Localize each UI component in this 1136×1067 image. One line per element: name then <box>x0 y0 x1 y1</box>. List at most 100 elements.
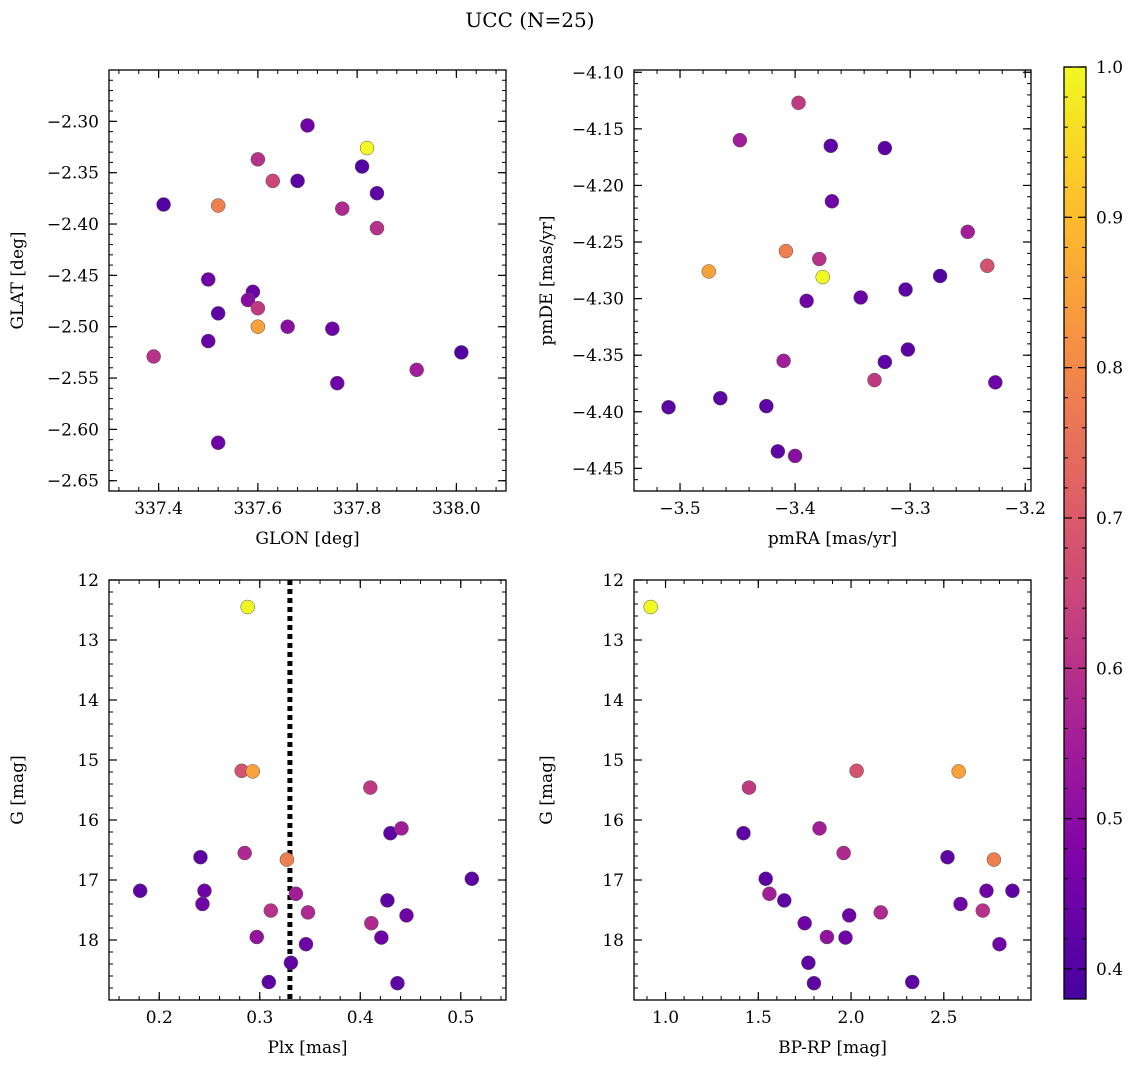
data-point <box>210 306 226 321</box>
data-point <box>369 220 385 236</box>
data-point <box>394 821 409 836</box>
y-tick-label: −2.45 <box>47 266 99 286</box>
data-point <box>298 936 314 952</box>
data-point <box>245 764 260 779</box>
x-tick-label: 0.3 <box>246 1008 273 1028</box>
y-axis-label: G [mag] <box>537 755 557 824</box>
x-tick-label: 0.4 <box>347 1008 374 1028</box>
data-point <box>250 152 266 167</box>
colorbar-tick-label: 0.8 <box>1096 359 1123 379</box>
data-point <box>776 353 791 369</box>
axes-frame <box>108 69 507 492</box>
y-tick-label: −4.35 <box>572 346 624 366</box>
x-tick-label: 1.5 <box>745 1008 772 1028</box>
data-point <box>992 936 1007 952</box>
data-point <box>787 448 803 464</box>
y-tick-label: 16 <box>77 811 99 831</box>
data-point <box>643 599 658 615</box>
colorbar-gradient <box>1063 66 1087 1000</box>
data-point <box>932 268 948 284</box>
data-point <box>374 930 389 945</box>
y-tick-label: 17 <box>77 871 99 891</box>
y-axis-label: GLAT [deg] <box>8 231 28 329</box>
y-tick-label: 13 <box>77 631 99 651</box>
data-point <box>877 354 893 370</box>
axes-frame <box>108 579 507 1001</box>
y-tick-label: 12 <box>77 571 99 591</box>
data-point <box>261 974 277 990</box>
data-point <box>797 915 812 931</box>
data-point <box>330 375 345 391</box>
data-point <box>905 974 920 990</box>
x-tick-label: −3.5 <box>659 499 700 519</box>
data-point <box>279 852 295 867</box>
data-point <box>210 198 226 213</box>
y-tick-label: 16 <box>602 811 624 831</box>
colorbar-tick-label: 0.4 <box>1096 960 1123 980</box>
data-point <box>359 140 375 156</box>
data-point <box>399 908 414 923</box>
data-point <box>778 243 794 259</box>
data-point <box>815 269 830 285</box>
x-tick-label: 338.0 <box>432 499 481 519</box>
x-tick-label: 337.4 <box>134 499 183 519</box>
colorbar-tick-label: 0.5 <box>1096 810 1123 830</box>
panel-2: −3.5 −3.4 −3.3 −3.2 −4.10 −4.15 −4.20 −4.25 −4.3… <box>537 63 1046 549</box>
data-point <box>464 871 480 887</box>
data-point <box>777 893 792 908</box>
data-point <box>300 905 316 920</box>
x-axis-label: BP-RP [mag] <box>778 1038 887 1058</box>
data-point <box>193 849 208 865</box>
data-point <box>953 896 968 912</box>
y-tick-label: −2.40 <box>47 215 99 235</box>
colorbar: 0.4 0.5 0.6 0.7 0.8 0.9 1.0 <box>1063 58 1123 1000</box>
colorbar-tick-label: 1.0 <box>1096 58 1123 78</box>
data-point <box>841 908 857 923</box>
data-point <box>951 764 966 779</box>
y-tick-label: −2.30 <box>47 112 99 132</box>
y-tick-label: 13 <box>602 631 624 651</box>
data-point <box>146 349 161 364</box>
data-point <box>249 929 264 945</box>
y-axis-label: G [mag] <box>8 755 28 824</box>
colorbar-tick-label: 0.6 <box>1096 659 1123 679</box>
data-point <box>736 825 751 841</box>
panel-1: 337.4 337.6 337.8 338.0 −2.30 −2.35 −2.40 −2.45… <box>8 69 507 549</box>
data-point <box>823 138 839 154</box>
data-point <box>364 915 379 931</box>
data-point <box>980 258 995 274</box>
data-point <box>791 95 806 111</box>
data-point <box>975 903 991 918</box>
data-point <box>759 398 774 414</box>
data-point <box>836 845 851 861</box>
data-point <box>701 264 717 279</box>
data-point <box>819 929 835 945</box>
y-tick-label: 12 <box>602 571 624 591</box>
colorbar-tick-label: 0.7 <box>1096 509 1123 529</box>
data-point <box>454 345 469 360</box>
data-point <box>240 292 256 308</box>
y-axis-label: pmDE [mas/yr] <box>537 215 557 345</box>
plots-area: 337.4 337.6 337.8 338.0 −2.30 −2.35 −2.40 −2.45… <box>8 63 1046 1058</box>
data-point <box>867 372 882 388</box>
data-point <box>390 975 405 991</box>
data-point <box>283 955 299 971</box>
data-point <box>762 886 777 902</box>
y-tick-label: −4.20 <box>572 176 624 196</box>
x-tick-label: 0.2 <box>146 1008 173 1028</box>
data-point <box>195 896 210 912</box>
data-point <box>812 251 827 267</box>
x-tick-label: −3.2 <box>1005 499 1046 519</box>
data-point <box>369 185 385 201</box>
x-axis-label: Plx [mas] <box>267 1038 347 1058</box>
panel-3: 0.2 0.3 0.4 0.5 12 13 14 15 16 17 18 Plx [mas] G [ma… <box>8 571 507 1058</box>
data-point <box>334 201 350 216</box>
y-tick-label: −2.50 <box>47 318 99 338</box>
y-tick-label: −2.55 <box>47 369 99 389</box>
data-point <box>210 435 226 450</box>
y-tick-label: −2.65 <box>47 472 99 492</box>
data-point <box>280 319 295 334</box>
data-point <box>156 197 171 212</box>
y-tick-label: −2.35 <box>47 164 99 184</box>
